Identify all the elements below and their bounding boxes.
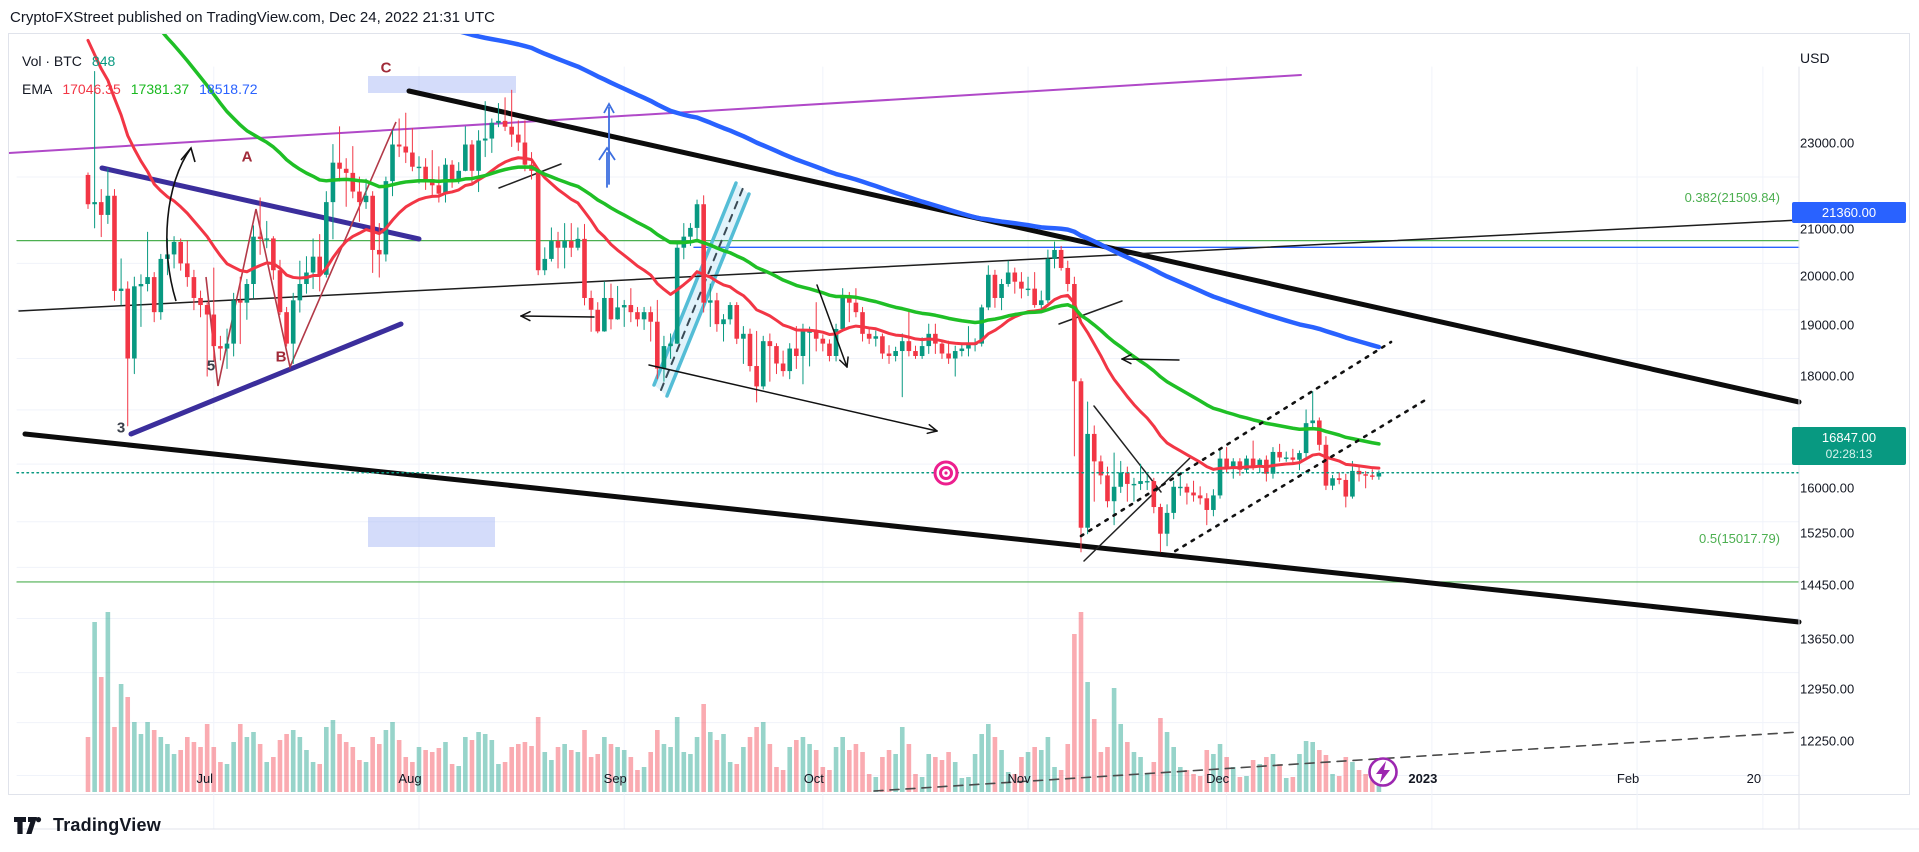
price-tick-label[interactable]: 15250.00	[1800, 525, 1855, 541]
price-tick-label[interactable]: 12950.00	[1800, 681, 1855, 697]
time-tick-label[interactable]: Jul	[196, 771, 214, 786]
ema-legend[interactable]: EMA 17046.35 17381.37 18518.72	[22, 81, 258, 97]
ema-legend-label: EMA	[22, 81, 53, 97]
chart-frame	[8, 33, 1919, 830]
wave-label-C: C	[380, 59, 392, 77]
time-tick-label[interactable]: Dec	[1206, 771, 1230, 786]
time-tick-label[interactable]: Feb	[1616, 771, 1640, 786]
price-chart[interactable]	[9, 34, 1919, 852]
alert-price-value: 21360.00	[1821, 205, 1877, 221]
candle-countdown: 02:28:13	[1825, 446, 1873, 461]
axis-currency-label[interactable]: USD	[1800, 50, 1830, 66]
alert-price-badge[interactable]: 21360.00	[1792, 202, 1906, 224]
volume-legend-label: Vol · BTC	[22, 53, 82, 69]
ema-fast-value: 17046.35	[62, 81, 121, 97]
time-tick-label[interactable]: 20	[1746, 771, 1762, 786]
time-tick-label[interactable]: 2023	[1408, 771, 1438, 786]
wave-label-B: B	[275, 348, 287, 366]
tradingview-logo-icon	[14, 817, 42, 834]
price-tick-label[interactable]: 21000.00	[1800, 221, 1855, 237]
volume-legend-value: 848	[91, 53, 116, 69]
price-tick-label[interactable]: 20000.00	[1800, 268, 1855, 284]
time-tick-label[interactable]: Sep	[603, 771, 627, 786]
wave-label-3: 3	[116, 419, 126, 437]
price-tick-label[interactable]: 16000.00	[1800, 480, 1855, 496]
price-tick-label[interactable]: 18000.00	[1800, 368, 1855, 384]
price-tick-label[interactable]: 14450.00	[1800, 577, 1855, 593]
ema-mid-value: 17381.37	[130, 81, 190, 97]
time-tick-label[interactable]: Nov	[1007, 771, 1031, 786]
price-tick-label[interactable]: 19000.00	[1800, 317, 1855, 332]
wave-label-5: 5	[206, 357, 216, 375]
tradingview-logo-text: TradingView	[53, 815, 161, 835]
price-tick-label[interactable]: 12250.00	[1800, 733, 1855, 749]
tradingview-logo[interactable]: TradingView	[14, 815, 161, 836]
time-tick-label[interactable]: Oct	[803, 771, 824, 786]
price-tick-label[interactable]: 13650.00	[1800, 631, 1855, 647]
publish-header: CryptoFXStreet published on TradingView.…	[10, 9, 495, 26]
time-tick-label[interactable]: Aug	[398, 771, 422, 786]
fib-level-label: 0.382(21509.84)	[1684, 189, 1780, 205]
current-price-badge[interactable]: 16847.00 02:28:13	[1792, 426, 1906, 465]
current-price-value: 16847.00	[1821, 429, 1877, 445]
ema-slow-value: 18518.72	[199, 81, 258, 97]
fib-level-label: 0.5(15017.79)	[1699, 530, 1780, 546]
volume-legend[interactable]: Vol · BTC 848	[22, 53, 115, 69]
price-tick-label[interactable]: 23000.00	[1800, 135, 1855, 151]
wave-label-A: A	[241, 148, 253, 166]
